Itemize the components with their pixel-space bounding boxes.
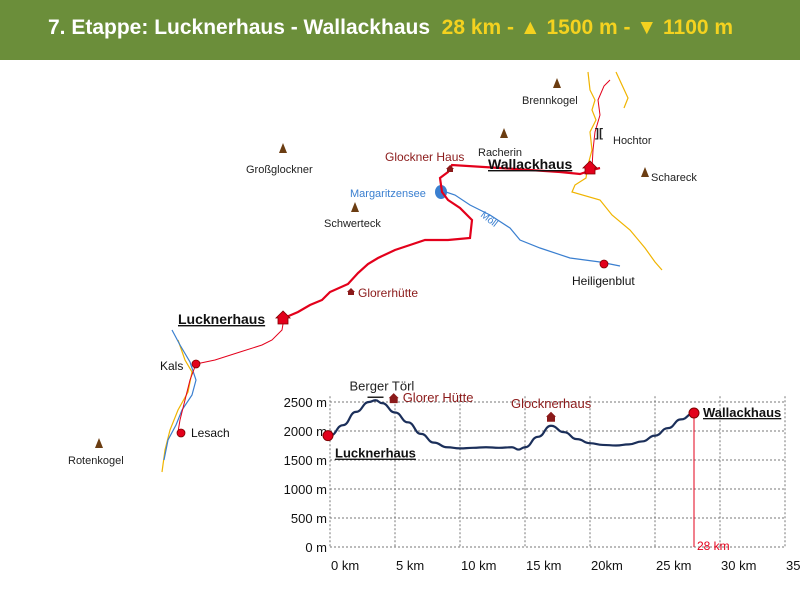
x-tick-label: 10 km (461, 558, 496, 573)
peak-icon (351, 202, 359, 212)
elevation-line (329, 399, 695, 451)
x-tick-label: 25 km (656, 558, 691, 573)
label-margaritzensee: Margaritzensee (350, 188, 426, 200)
lucknerhaus-marker: Lucknerhaus (178, 310, 291, 327)
river-kals (163, 329, 197, 461)
rivers (163, 189, 621, 461)
label-racherin: Racherin (478, 147, 522, 159)
start-point (322, 430, 334, 442)
route-line (283, 163, 601, 320)
peak-icon (553, 78, 561, 88)
y-tick-label: 2000 m (284, 424, 327, 439)
road-glocknerstrasse (571, 71, 663, 271)
label-grossglockner: Großglockner (246, 164, 313, 176)
x-tick-label: 0 km (331, 558, 359, 573)
peak-icon (500, 128, 508, 138)
route-extension-north (591, 79, 611, 169)
hochtor-pass-icon: ][ (595, 126, 603, 140)
profile-start-label: Lucknerhaus (335, 446, 416, 461)
hut-markers (347, 165, 454, 295)
x-tick-label: 5 km (396, 558, 424, 573)
peak-icon (95, 438, 103, 448)
glorer-huette-hut-icon (388, 393, 399, 404)
label-lesach: Lesach (191, 426, 230, 440)
roads (161, 71, 663, 473)
label-glorerhuette: Glorerhütte (358, 286, 418, 300)
town-icon (599, 259, 609, 269)
stage-stats: 28 km - ▲ 1500 m - ▼ 1100 m (441, 16, 734, 39)
y-tick-label: 0 m (305, 540, 327, 555)
berger-toerl-label: Berger Törl (350, 378, 415, 393)
y-tick-label: 1000 m (284, 482, 327, 497)
elevation-profile: 2500 m 2000 m 1500 m 1000 m 500 m 0 m 0 km 5 k… (284, 378, 800, 573)
page-header: 7. Etappe: Lucknerhaus - Wallackhaus 28 … (0, 0, 800, 60)
route-valley-link (195, 317, 285, 365)
label-lucknerhaus: Lucknerhaus (178, 311, 265, 327)
label-heiligenblut: Heiligenblut (572, 274, 635, 288)
town-markers (176, 259, 609, 438)
glocknerhaus-hut-icon (546, 411, 556, 422)
peak-markers (95, 78, 649, 448)
route-map: ][ Brennkogel Racherin Hochtor Schareck … (68, 71, 800, 573)
y-tick-label: 500 m (291, 511, 327, 526)
house-icon (582, 160, 598, 175)
route-lesach-link (177, 363, 197, 433)
end-distance-label: 28 km (697, 539, 730, 553)
town-icon (191, 359, 201, 369)
label-kals: Kals (160, 359, 183, 373)
town-icon (176, 428, 186, 438)
peak-icon (641, 167, 649, 177)
peak-icon (279, 143, 287, 153)
label-wallackhaus: Wallackhaus (488, 156, 573, 172)
x-tick-label: 20km (591, 558, 623, 573)
label-schareck: Schareck (651, 172, 697, 184)
label-brennkogel: Brennkogel (522, 95, 578, 107)
hut-icon (347, 288, 355, 295)
profile-grid (329, 396, 786, 548)
x-tick-label: 15 km (526, 558, 561, 573)
x-tick-label: 30 km (721, 558, 756, 573)
road-west (615, 71, 629, 109)
label-schwerteck: Schwerteck (324, 218, 381, 230)
profile-end-label: Wallackhaus (703, 405, 781, 420)
label-glockner-haus: Glockner Haus (385, 150, 464, 164)
house-icon (275, 310, 291, 325)
end-point (688, 407, 700, 419)
glocknerhaus-label: Glocknerhaus (511, 396, 592, 411)
hut-icon (446, 165, 454, 172)
stage-title: 7. Etappe: Lucknerhaus - Wallackhaus (48, 16, 430, 39)
y-tick-label: 2500 m (284, 395, 327, 410)
river-moell (439, 189, 621, 267)
page-title: 7. Etappe: Lucknerhaus - Wallackhaus 28 … (48, 16, 733, 40)
y-tick-label: 1500 m (284, 453, 327, 468)
road-kals-valley (161, 339, 193, 473)
label-rotenkogel: Rotenkogel (68, 455, 124, 467)
peak-labels: Brennkogel Racherin Hochtor Schareck Gro… (68, 95, 697, 467)
x-tick-label: 35 km (786, 558, 800, 573)
wallackhaus-marker: Wallackhaus (488, 156, 598, 175)
profile-y-axis: 2500 m 2000 m 1500 m 1000 m 500 m 0 m (284, 395, 327, 555)
label-moell: Möll (478, 210, 499, 230)
label-hochtor: Hochtor (613, 135, 652, 147)
glorer-huette-label: Glorer Hütte (403, 390, 474, 405)
profile-x-axis: 0 km 5 km 10 km 15 km 20km 25 km 30 km 35 km (331, 558, 800, 573)
